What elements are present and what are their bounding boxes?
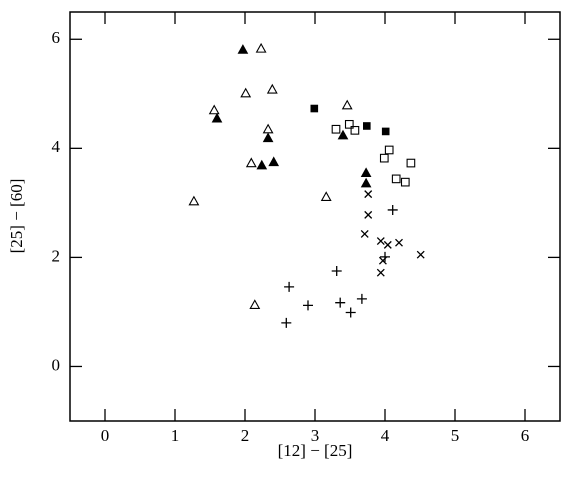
x-tick-label: 4 [381,426,390,445]
data-point [303,300,313,311]
data-point [331,124,341,134]
data-point [345,307,356,318]
data-point [376,237,385,245]
data-point [350,125,360,135]
x-tick-label: 5 [451,426,460,445]
y-tick-label: 4 [52,137,61,156]
data-point [331,266,342,277]
data-point [256,159,268,170]
data-point [281,317,292,328]
y-tick-label: 6 [52,28,61,47]
data-point [255,42,267,53]
data-point [211,112,223,123]
data-point [344,119,354,129]
data-point [310,104,319,113]
data-point [337,129,349,140]
data-point [387,204,398,215]
x-tick-label: 0 [101,426,110,445]
data-point [400,177,410,187]
data-point [380,251,390,262]
data-point [395,238,403,247]
data-point [284,281,295,292]
data-point [249,299,261,309]
data-point [320,191,332,202]
data-point [245,157,257,168]
data-point [356,293,367,304]
data-point [360,229,369,238]
data-point [384,145,394,155]
data-point [364,190,373,199]
data-point [363,122,371,130]
data-point [240,87,252,98]
y-axis-label: [25] − [60] [7,179,26,254]
data-point [406,158,416,168]
data-point [262,132,274,143]
x-tick-label: 1 [171,426,180,445]
x-tick-label: 3 [311,426,320,445]
data-point [360,177,372,188]
y-tick-label: 2 [52,246,61,265]
x-axis-label: [12] − [25] [278,441,353,460]
data-point [416,250,425,259]
data-point [381,127,390,136]
data-point [376,268,385,277]
data-point [360,167,372,177]
plot-frame [69,11,561,422]
data-point [364,210,373,219]
x-tick-label: 6 [521,426,530,445]
data-point [391,174,401,184]
x-tick-label: 2 [241,426,250,445]
data-point [268,156,280,167]
data-point [208,104,220,115]
y-tick-label: 0 [52,355,61,374]
data-point [262,123,274,134]
data-point [341,99,353,110]
data-point [188,195,200,206]
data-point [383,240,392,249]
data-point [335,297,346,308]
data-point [379,153,389,163]
data-point [266,83,278,94]
data-point [237,44,249,54]
